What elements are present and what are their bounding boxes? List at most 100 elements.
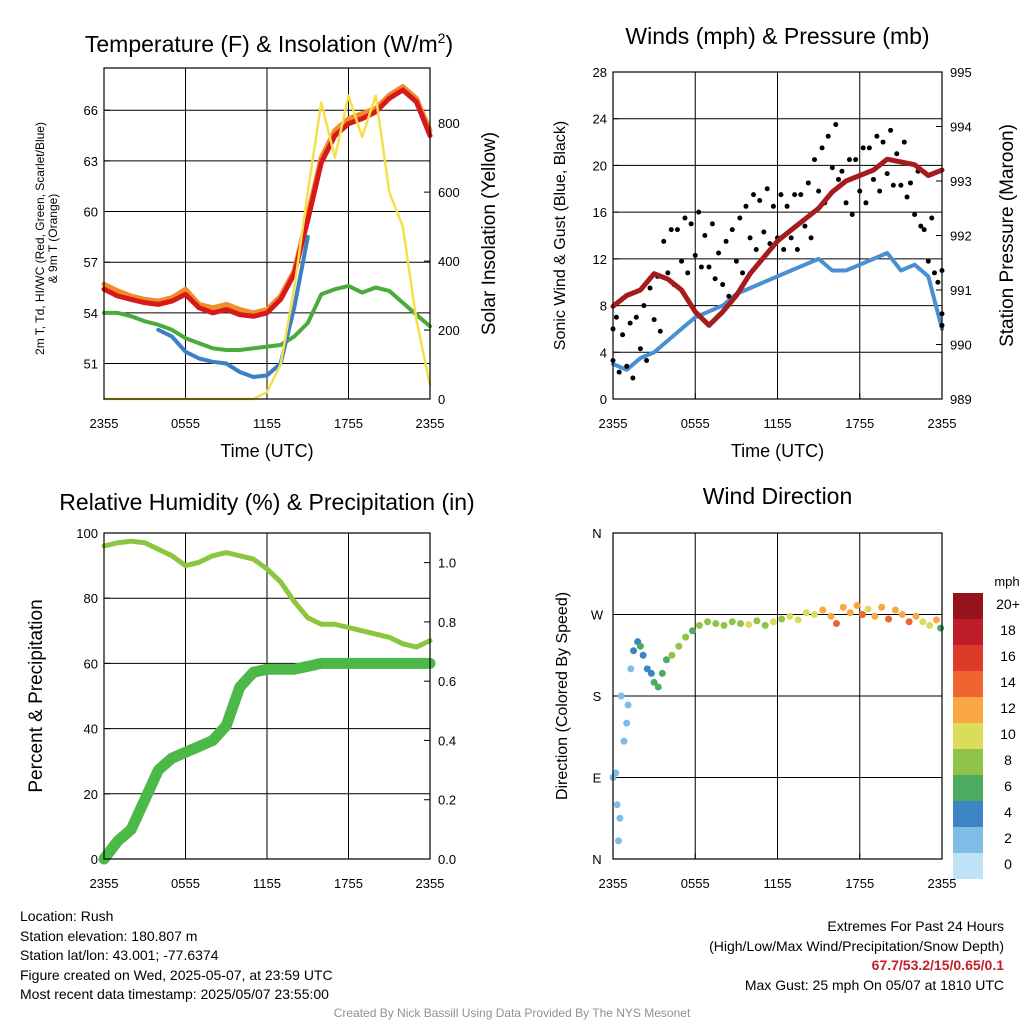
y-tick-label: W [591, 608, 604, 623]
gust-point [792, 192, 798, 198]
gust-point [709, 221, 715, 227]
gust-point [737, 215, 743, 221]
x-tick-label: 1755 [845, 876, 874, 891]
direction-point [753, 617, 761, 625]
direction-point [647, 669, 655, 677]
chart-title: Relative Humidity (%) & Precipitation (i… [59, 489, 474, 515]
gust-point [931, 270, 937, 276]
x-tick-label: 1755 [334, 876, 363, 891]
direction-point [933, 616, 941, 624]
y-tick-label: N [592, 852, 601, 867]
gust-point [781, 247, 787, 253]
y-tick-label: 24 [593, 112, 607, 127]
gust-point [833, 122, 839, 128]
direction-point [668, 651, 676, 659]
direction-point [839, 603, 847, 611]
direction-point [905, 618, 913, 626]
gust-point [819, 145, 825, 151]
station-elevation: Station elevation: 180.807 m [20, 927, 198, 944]
x-tick-label: 2355 [599, 416, 628, 431]
gust-point [764, 186, 770, 192]
y2-tick-label: 0.4 [438, 733, 456, 748]
gust-point [778, 192, 784, 198]
y2-axis-label: Solar Insolation (Yellow) [479, 132, 500, 335]
direction-point [627, 665, 635, 673]
gust-point [716, 250, 722, 256]
red-line [101, 87, 433, 319]
colorbar-swatch [953, 697, 983, 723]
direction-point [769, 618, 777, 626]
gust-point [770, 203, 776, 209]
colorbar-label: 8 [1004, 752, 1012, 768]
direction-point [624, 701, 632, 709]
colorbar-label: 16 [1000, 648, 1016, 664]
direction-point [623, 719, 631, 727]
gust-point [888, 127, 894, 133]
colorbar-label: 6 [1004, 778, 1012, 794]
gust-point [761, 229, 767, 235]
gust-point [706, 264, 712, 270]
direction-point [937, 624, 945, 632]
colorbar-label: 10 [1000, 726, 1016, 742]
direction-point [620, 737, 628, 745]
x-tick-label: 0555 [171, 876, 200, 891]
station-location: Location: Rush [20, 908, 114, 924]
gust-point [657, 328, 663, 334]
y-tick-label: 12 [593, 252, 607, 267]
direction-point [891, 606, 899, 614]
direction-point [778, 615, 786, 623]
max-gust: Max Gust: 25 mph On 05/07 at 1810 UTC [744, 976, 1004, 993]
x-tick-label: 1155 [253, 876, 281, 891]
gust-point [688, 221, 694, 227]
y-tick-label: 20 [84, 787, 98, 802]
direction-point [846, 609, 854, 617]
direction-point [912, 612, 920, 620]
gust-point [870, 176, 876, 182]
colorbar-swatch [953, 593, 983, 619]
gust-point [616, 369, 622, 375]
y2-tick-label: 989 [950, 392, 972, 407]
colorbar-label: 0 [1004, 856, 1012, 872]
wind-line [611, 251, 944, 372]
y2-tick-label: 0.0 [438, 852, 456, 867]
direction-point [926, 621, 934, 629]
colorbar-label: 2 [1004, 830, 1012, 846]
direction-point [712, 620, 720, 628]
gust-point [696, 209, 702, 215]
gust-point [890, 182, 896, 188]
gust-point [788, 235, 794, 241]
y-tick-label: 66 [84, 103, 98, 118]
y2-tick-label: 991 [950, 283, 972, 298]
gust-point [747, 235, 753, 241]
direction-point [745, 620, 753, 628]
precip-line [98, 657, 436, 865]
gust-point [898, 182, 904, 188]
panel-1: Temperature (F) & Insolation (W/m2) 51 54 5… [33, 30, 500, 461]
y-tick-label: 54 [84, 306, 98, 321]
gust-point [812, 157, 818, 163]
gust-point [702, 233, 708, 238]
gust-point [935, 279, 941, 285]
direction-point [853, 601, 861, 609]
colorbar-label: 14 [1000, 674, 1016, 690]
y2-tick-label: 0.8 [438, 615, 456, 630]
colorbar-label: 18 [1000, 622, 1016, 638]
gust-point [720, 282, 726, 288]
gust-point [712, 276, 718, 282]
y-axis-label: 2m T, Td, HI/WC (Red, Green, Scarlet/Blu… [33, 122, 60, 355]
gust-point [630, 375, 636, 381]
gust-point [637, 346, 643, 352]
y2-tick-label: 995 [950, 65, 972, 80]
gust-point [651, 317, 657, 323]
y2-tick-label: 200 [438, 323, 460, 338]
gust-point [620, 332, 626, 338]
y-tick-label: 60 [84, 205, 98, 220]
y2-tick-label: 990 [950, 338, 972, 353]
x-tick-label: 2355 [416, 416, 445, 431]
direction-point [827, 612, 835, 620]
gust-point [853, 157, 859, 163]
y2-tick-label: 0 [438, 392, 445, 407]
y-tick-label: N [592, 526, 601, 541]
gust-point [907, 180, 913, 186]
y2-tick-label: 0.6 [438, 674, 456, 689]
